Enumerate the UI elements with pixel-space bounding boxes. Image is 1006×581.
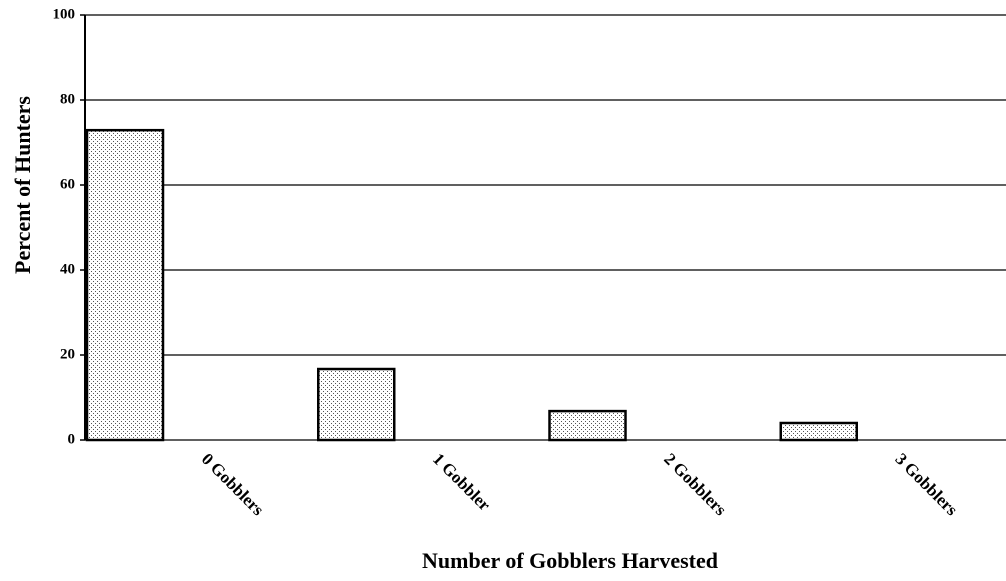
bar — [779, 421, 858, 442]
y-tick-label: 20 — [60, 346, 75, 362]
x-tick-label: 1 Gobbler — [429, 449, 495, 515]
y-tick-label: 80 — [60, 91, 75, 107]
y-axis-title: Percent of Hunters — [10, 96, 35, 274]
x-tick-label: 2 Gobblers — [660, 449, 730, 519]
bar — [548, 409, 627, 442]
y-tick-label: 100 — [53, 6, 76, 22]
x-tick-label: 3 Gobblers — [892, 449, 962, 519]
y-tick-label: 40 — [60, 261, 75, 277]
y-tick-label: 60 — [60, 176, 75, 192]
y-tick-label: 0 — [68, 431, 76, 447]
x-tick-label: 0 Gobblers — [198, 449, 268, 519]
bar — [85, 128, 165, 442]
x-axis-title: Number of Gobblers Harvested — [422, 548, 718, 573]
bar — [317, 367, 396, 442]
